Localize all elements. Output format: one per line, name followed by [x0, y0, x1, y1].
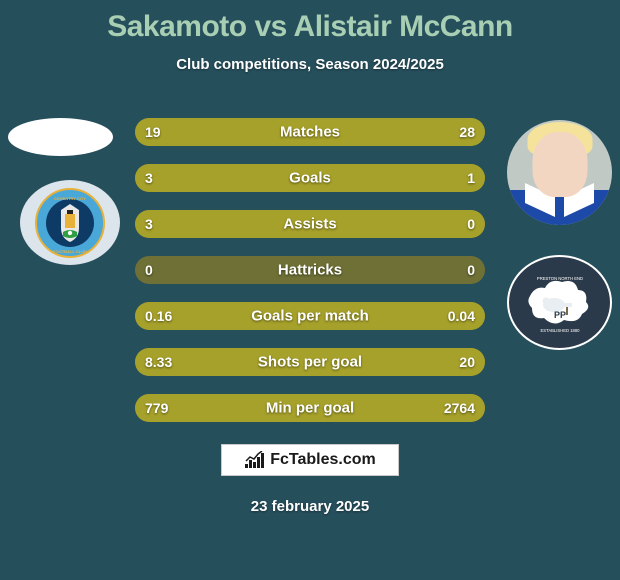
- stat-right-value: 28: [459, 124, 475, 140]
- stat-left-value: 779: [145, 400, 168, 416]
- stats-bars: Matches 19 28 Goals 3 1 Assists 3 0 Hattricks 0 0 Go…: [135, 118, 485, 440]
- stat-label: Matches: [280, 124, 340, 141]
- stat-label: Goals per match: [251, 308, 369, 325]
- player-left-club-badge: COVENTRY CITY FOOTBALL CLUB: [20, 180, 120, 265]
- fctables-logo-text: FcTables.com: [270, 451, 376, 469]
- stat-right-value: 0: [467, 262, 475, 278]
- player-right-photo: [507, 120, 612, 225]
- page-title: Sakamoto vs Alistair McCann: [0, 0, 620, 44]
- date-line: 23 february 2025: [0, 498, 620, 515]
- stat-row: Min per goal 779 2764: [135, 394, 485, 422]
- stat-label: Goals: [289, 170, 331, 187]
- stat-label: Shots per goal: [258, 354, 362, 371]
- stat-row: Goals per match 0.16 0.04: [135, 302, 485, 330]
- svg-text:COVENTRY CITY: COVENTRY CITY: [54, 196, 87, 201]
- stat-right-value: 2764: [444, 400, 475, 416]
- stat-right-value: 0: [467, 216, 475, 232]
- stat-row: Shots per goal 8.33 20: [135, 348, 485, 376]
- stat-label: Min per goal: [266, 400, 354, 417]
- subtitle: Club competitions, Season 2024/2025: [0, 56, 620, 73]
- stat-right-value: 1: [467, 170, 475, 186]
- stat-left-value: 0.16: [145, 308, 172, 324]
- stat-row: Matches 19 28: [135, 118, 485, 146]
- stat-label: Hattricks: [278, 262, 342, 279]
- svg-text:PP: PP: [553, 310, 565, 320]
- stat-left-value: 8.33: [145, 354, 172, 370]
- stat-right-value: 20: [459, 354, 475, 370]
- stat-row: Assists 3 0: [135, 210, 485, 238]
- stat-left-value: 19: [145, 124, 161, 140]
- stat-left-value: 0: [145, 262, 153, 278]
- player-left-photo: [8, 118, 113, 156]
- svg-text:FOOTBALL CLUB: FOOTBALL CLUB: [53, 249, 87, 254]
- stat-left-value: 3: [145, 216, 153, 232]
- svg-text:ESTABLISHED 1880: ESTABLISHED 1880: [540, 328, 580, 333]
- stat-right-value: 0.04: [448, 308, 475, 324]
- svg-text:PRESTON NORTH END: PRESTON NORTH END: [536, 276, 582, 281]
- player-right-club-badge: PP PRESTON NORTH END ESTABLISHED 1880: [507, 255, 612, 350]
- stat-row: Goals 3 1: [135, 164, 485, 192]
- stat-label: Assists: [283, 216, 336, 233]
- stat-left-value: 3: [145, 170, 153, 186]
- stat-row: Hattricks 0 0: [135, 256, 485, 284]
- fctables-logo: FcTables.com: [221, 444, 399, 476]
